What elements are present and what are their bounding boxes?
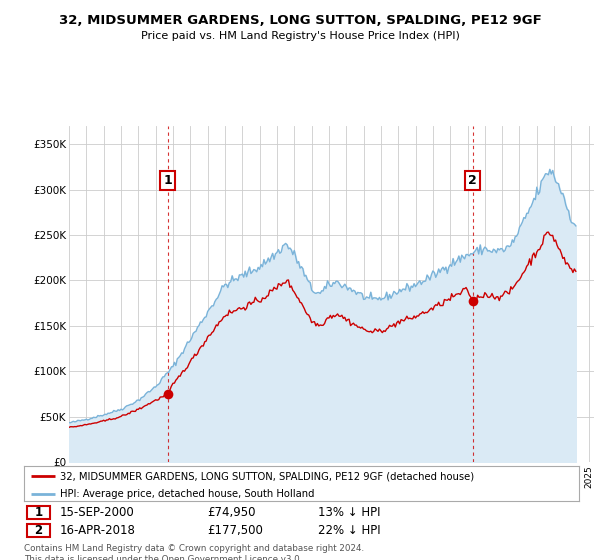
Text: 22% ↓ HPI: 22% ↓ HPI xyxy=(318,524,381,537)
Text: £74,950: £74,950 xyxy=(207,506,256,519)
Text: 1: 1 xyxy=(164,174,172,187)
Text: 2: 2 xyxy=(34,524,43,537)
Text: £177,500: £177,500 xyxy=(207,524,263,537)
Text: 32, MIDSUMMER GARDENS, LONG SUTTON, SPALDING, PE12 9GF (detached house): 32, MIDSUMMER GARDENS, LONG SUTTON, SPAL… xyxy=(60,471,474,481)
Text: 15-SEP-2000: 15-SEP-2000 xyxy=(60,506,135,519)
Text: 32, MIDSUMMER GARDENS, LONG SUTTON, SPALDING, PE12 9GF: 32, MIDSUMMER GARDENS, LONG SUTTON, SPAL… xyxy=(59,14,541,27)
Text: 16-APR-2018: 16-APR-2018 xyxy=(60,524,136,537)
Text: Price paid vs. HM Land Registry's House Price Index (HPI): Price paid vs. HM Land Registry's House … xyxy=(140,31,460,41)
Text: 13% ↓ HPI: 13% ↓ HPI xyxy=(318,506,380,519)
Text: Contains HM Land Registry data © Crown copyright and database right 2024.
This d: Contains HM Land Registry data © Crown c… xyxy=(24,544,364,560)
FancyBboxPatch shape xyxy=(27,506,50,519)
Text: HPI: Average price, detached house, South Holland: HPI: Average price, detached house, Sout… xyxy=(60,488,314,498)
Text: 2: 2 xyxy=(468,174,477,187)
Text: 1: 1 xyxy=(34,506,43,519)
FancyBboxPatch shape xyxy=(27,524,50,538)
